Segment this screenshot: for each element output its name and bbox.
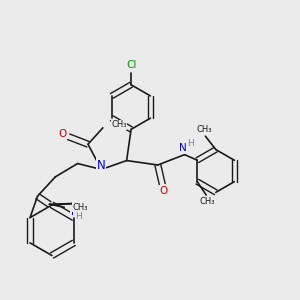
Text: H: H [75,212,82,221]
Text: N: N [71,207,79,217]
Text: CH₃: CH₃ [196,125,212,134]
Text: Cl: Cl [126,60,136,70]
Text: CH₃: CH₃ [73,203,88,212]
Text: CH₃: CH₃ [111,120,127,129]
Text: H: H [187,139,194,148]
Text: O: O [58,129,66,139]
Text: N: N [97,158,106,172]
Text: CH₃: CH₃ [200,197,215,206]
Text: O: O [160,186,168,196]
Text: N: N [179,143,187,153]
